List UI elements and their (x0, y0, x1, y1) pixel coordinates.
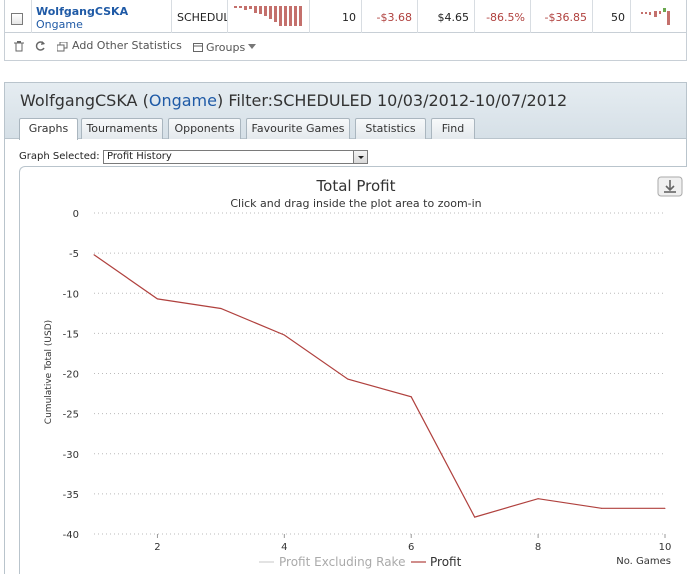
data-point[interactable] (93, 254, 95, 256)
row-checkbox[interactable] (11, 13, 23, 25)
player-name: WolfgangCSKA (20, 91, 138, 110)
filter-label: Filter:SCHEDULED 10/03/2012-10/07/2012 (228, 91, 568, 110)
chart-container: Total Profit Click and drag inside the p… (19, 166, 687, 574)
stake-value: $4.65 (437, 11, 470, 24)
dropdown-arrow-icon[interactable] (353, 151, 367, 163)
tab-find[interactable]: Find (431, 118, 475, 139)
player-graph-panel: WolfgangCSKA (Ongame) Filter:SCHEDULED 1… (4, 82, 687, 574)
sessions-cell: 50 (593, 0, 631, 33)
data-point[interactable] (664, 507, 666, 509)
x-axis-label: No. Games (616, 556, 671, 567)
mini-bar-chart (234, 6, 302, 26)
tab-tournaments[interactable]: Tournaments (81, 118, 163, 139)
graph-select[interactable]: Profit History (103, 150, 368, 164)
data-point[interactable] (601, 507, 603, 509)
chart-grid (94, 212, 665, 535)
data-point[interactable] (220, 307, 222, 309)
x-tick-label: 2 (154, 542, 160, 553)
y-tick-label: -20 (63, 370, 79, 381)
refresh-icon[interactable] (35, 40, 46, 52)
add-statistics-button[interactable]: Add Other Statistics (72, 39, 182, 52)
stake-cell: $4.65 (418, 0, 475, 33)
download-icon (664, 180, 676, 193)
y-tick-label: -40 (63, 530, 79, 541)
total-value: -$36.85 (544, 11, 587, 24)
games-cell: 10 (310, 0, 362, 33)
filter-value: SCHEDUL (177, 11, 228, 24)
tab-opponents[interactable]: Opponents (168, 118, 241, 139)
groups-icon (193, 43, 203, 52)
x-tick-label: 4 (281, 542, 287, 553)
mini-sparkline (641, 8, 670, 25)
trash-icon[interactable] (14, 41, 24, 52)
series-line-profit[interactable] (93, 254, 665, 518)
graph-select-value: Profit History (107, 151, 172, 162)
y-tick-label: 0 (73, 209, 79, 220)
tab-statistics[interactable]: Statistics (355, 118, 426, 139)
y-tick-label: -30 (63, 450, 79, 461)
sessions-value: 50 (611, 11, 625, 24)
chart-subtitle: Click and drag inside the plot area to z… (230, 197, 481, 210)
chart-legend: Profit Excluding Rake Profit (259, 555, 462, 569)
chevron-down-icon (248, 44, 256, 49)
data-point[interactable] (410, 396, 412, 398)
legend-profit[interactable]: Profit (430, 555, 462, 569)
chart-series (93, 254, 666, 518)
profit-value: -$3.68 (376, 11, 412, 24)
data-point[interactable] (347, 378, 349, 380)
x-tick-label: 6 (408, 542, 414, 553)
player-name-link[interactable]: WolfgangCSKA (36, 5, 129, 18)
games-value: 10 (342, 11, 356, 24)
add-statistics-icon (57, 42, 68, 52)
tab-graphs[interactable]: Graphs (19, 118, 78, 140)
graph-selected-label: Graph Selected: (19, 151, 100, 162)
x-axis-ticks: 2 4 6 8 10 (154, 534, 671, 553)
x-tick-label: 10 (659, 542, 672, 553)
total-profit-chart[interactable]: Total Profit Click and drag inside the p… (20, 167, 687, 574)
table-row[interactable]: WolfgangCSKA Ongame SCHEDUL 10 (5, 0, 686, 33)
sparkline-cell (631, 0, 687, 33)
data-point[interactable] (156, 298, 158, 300)
filter-cell: SCHEDUL (172, 0, 228, 33)
site-name-link[interactable]: Ongame (148, 91, 217, 110)
panel-header: WolfgangCSKA (Ongame) Filter:SCHEDULED 1… (5, 83, 686, 140)
player-cell (32, 0, 172, 33)
data-point[interactable] (474, 516, 476, 518)
data-point[interactable] (537, 498, 539, 500)
y-tick-label: -25 (63, 410, 79, 421)
panel-title: WolfgangCSKA (Ongame) Filter:SCHEDULED 1… (20, 91, 568, 110)
y-tick-label: -10 (63, 289, 79, 300)
roi-cell: -86.5% (475, 0, 531, 33)
y-axis-label: Cumulative Total (USD) (44, 320, 54, 424)
y-tick-label: -15 (63, 329, 79, 340)
y-axis-ticks: 0 -5 -10 -15 -20 -25 -30 -35 -40 (63, 209, 79, 541)
groups-button[interactable]: Groups (206, 41, 246, 54)
stats-table: WolfgangCSKA Ongame SCHEDUL 10 (4, 0, 687, 61)
site-link[interactable]: Ongame (36, 18, 83, 31)
tab-favourite-games[interactable]: Favourite Games (246, 118, 350, 139)
x-tick-label: 8 (535, 542, 541, 553)
profit-cell: -$3.68 (362, 0, 418, 33)
row-checkbox-cell (5, 0, 32, 33)
y-tick-label: -5 (69, 249, 79, 260)
legend-profit-excluding-rake[interactable]: Profit Excluding Rake (279, 555, 405, 569)
bars-cell (228, 0, 310, 33)
roi-value: -86.5% (486, 11, 525, 24)
y-tick-label: -35 (63, 490, 79, 501)
chart-title: Total Profit (316, 177, 396, 195)
table-toolbar: Add Other Statistics Groups (5, 35, 686, 59)
export-button[interactable] (657, 176, 683, 197)
total-cell: -$36.85 (531, 0, 593, 33)
data-point[interactable] (283, 334, 285, 336)
